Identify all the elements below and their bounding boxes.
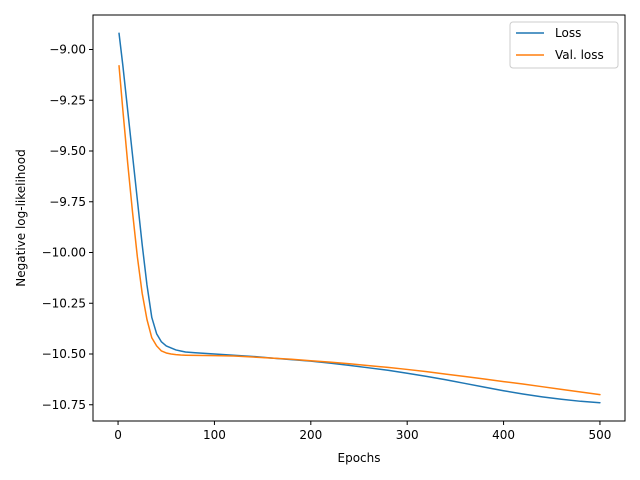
series-line-loss [118,32,601,404]
legend-label-val-loss: Val. loss [555,48,604,62]
x-axis: 0 100 200 300 400 500 [114,421,611,442]
x-tick-label: 500 [588,428,611,442]
y-tick-label: −10.50 [42,347,86,361]
x-tick-label: 200 [299,428,322,442]
x-tick-label: 0 [114,428,122,442]
y-tick-label: −9.75 [49,195,86,209]
axes-frame [92,14,626,422]
series-line-val-loss [118,65,601,396]
series-layer [118,32,601,404]
x-axis-label: Epochs [338,451,381,465]
x-tick-label: 400 [492,428,515,442]
y-axis: −9.00 −9.25 −9.50 −9.75 −10.00 −10.25 −10.50 −1… [42,43,93,412]
legend-label-loss: Loss [555,26,581,40]
y-axis-label: Negative log-likelihood [14,149,28,286]
y-tick-label: −10.75 [42,398,86,412]
y-tick-label: −10.00 [42,246,86,260]
y-tick-label: −9.25 [49,93,86,107]
y-tick-label: −9.00 [49,43,86,57]
y-tick-label: −9.50 [49,144,86,158]
legend: Loss Val. loss [509,21,619,69]
x-tick-label: 100 [203,428,226,442]
y-tick-label: −10.25 [42,296,86,310]
x-tick-label: 300 [396,428,419,442]
